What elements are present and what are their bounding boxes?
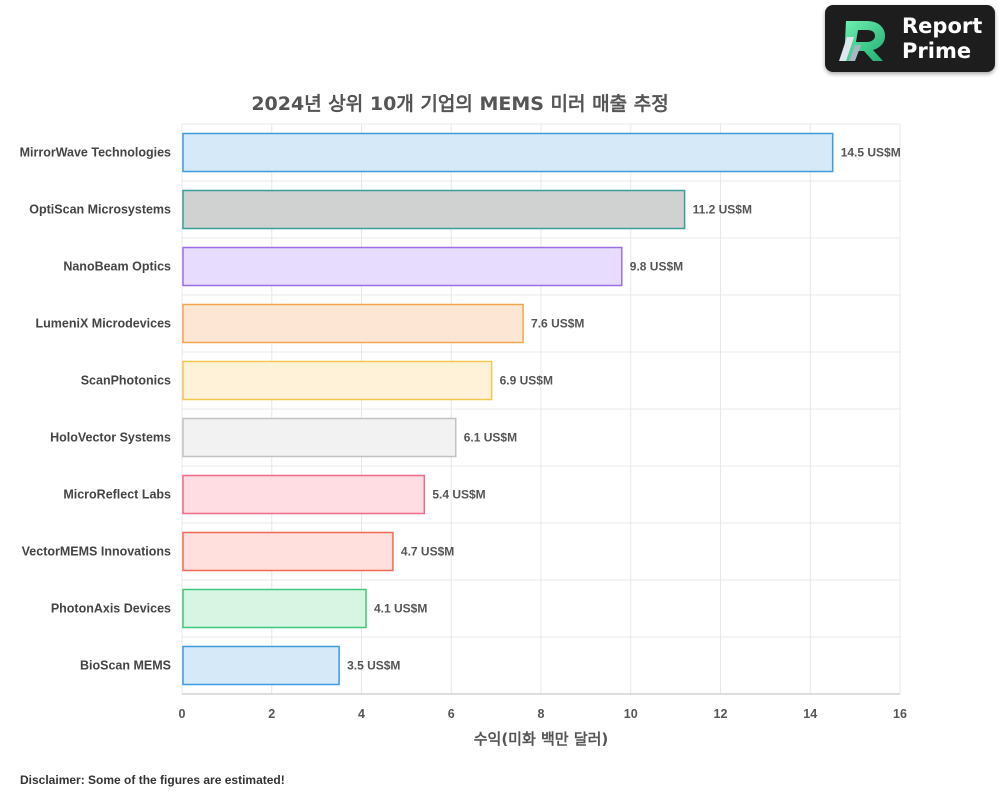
logo-text: Report Prime (902, 14, 982, 64)
disclaimer: Disclaimer: Some of the figures are esti… (20, 773, 285, 787)
x-tick-label: 4 (358, 707, 365, 721)
category-label: ScanPhotonics (81, 374, 171, 388)
category-label: NanoBeam Optics (63, 260, 171, 274)
x-axis-title: 수익(미화 백만 달러) (474, 730, 609, 748)
x-axis-ticks: 0 2 4 6 8 10 12 14 16 (179, 707, 907, 721)
data-label: 14.5 US$M (841, 146, 901, 160)
x-tick-label: 10 (624, 707, 638, 721)
data-label: 6.9 US$M (500, 374, 553, 388)
bar (182, 246, 623, 287)
bar (182, 588, 367, 629)
data-label: 9.8 US$M (630, 260, 683, 274)
x-tick-label: 0 (179, 707, 186, 721)
data-label: 4.7 US$M (401, 545, 454, 559)
category-label: OptiScan Microsystems (29, 203, 171, 217)
x-tick-label: 8 (538, 707, 545, 721)
logo-text-line1: Report (902, 14, 983, 38)
data-label: 7.6 US$M (531, 317, 584, 331)
category-labels: MirrorWave Technologies OptiScan Microsys… (20, 146, 171, 673)
x-tick-label: 6 (448, 707, 455, 721)
logo-text-line2: Prime (902, 39, 972, 63)
bar (182, 303, 524, 344)
report-prime-logo: Report Prime (825, 5, 995, 72)
bar (182, 645, 340, 686)
category-label: HoloVector Systems (50, 431, 171, 445)
category-label: BioScan MEMS (80, 659, 171, 673)
bar (182, 417, 457, 458)
data-label: 4.1 US$M (374, 602, 427, 616)
bar (182, 531, 394, 572)
bar (182, 360, 493, 401)
data-label: 3.5 US$M (347, 659, 400, 673)
data-label: 6.1 US$M (464, 431, 517, 445)
x-tick-label: 16 (893, 707, 907, 721)
bar (182, 189, 686, 230)
bars (182, 132, 834, 686)
category-label: MirrorWave Technologies (20, 146, 171, 160)
x-tick-label: 12 (714, 707, 728, 721)
x-tick-label: 2 (268, 707, 275, 721)
data-label: 5.4 US$M (432, 488, 485, 502)
category-label: LumeniX Microdevices (36, 317, 172, 331)
data-label: 11.2 US$M (693, 203, 752, 217)
bar (182, 132, 834, 173)
data-labels: 14.5 US$M 11.2 US$M 9.8 US$M 7.6 US$M 6.9 US… (347, 146, 901, 673)
category-label: PhotonAxis Devices (51, 602, 171, 616)
report-prime-mark-icon (839, 21, 885, 61)
x-tick-label: 14 (803, 707, 817, 721)
bar (182, 474, 426, 515)
category-label: VectorMEMS Innovations (22, 545, 171, 559)
chart-title: 2024년 상위 10개 기업의 MEMS 미러 매출 추정 (251, 93, 668, 115)
category-label: MicroReflect Labs (63, 488, 171, 502)
